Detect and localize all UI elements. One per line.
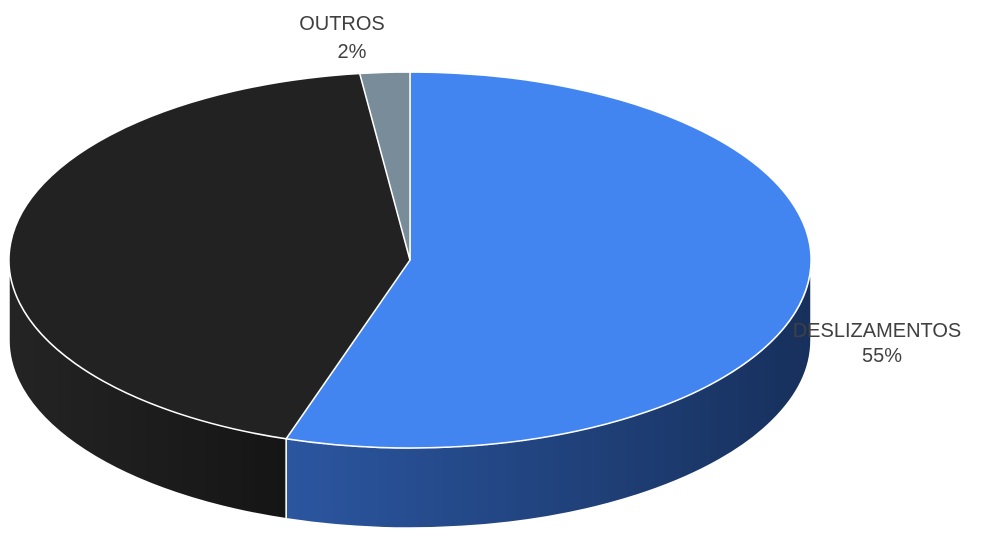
slice-value-deslizamentos: 55% xyxy=(862,345,902,367)
slice-label-outros: OUTROS xyxy=(299,13,385,35)
slice-label-deslizamentos: DESLIZAMENTOS xyxy=(793,320,962,342)
pie-slice-0 xyxy=(285,71,812,449)
pie-slice-1 xyxy=(8,72,411,440)
pie-tops xyxy=(8,71,812,449)
pie-slice-2 xyxy=(358,71,411,261)
slice-value-outros: 2% xyxy=(338,41,367,63)
